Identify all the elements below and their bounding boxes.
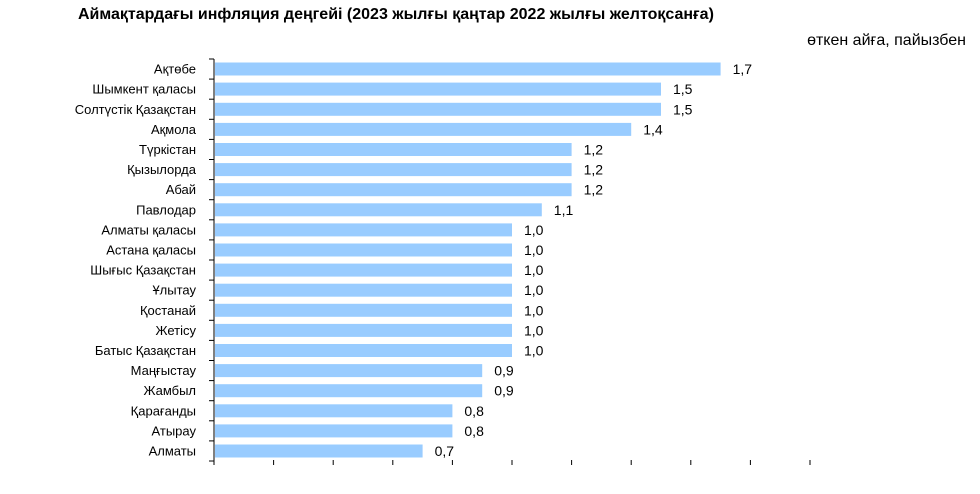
bar [215, 102, 661, 116]
category-label: Астана қаласы [106, 243, 196, 258]
value-label: 1,0 [524, 343, 544, 359]
bar [215, 323, 512, 337]
category-label: Солтүстік Қазақстан [75, 102, 196, 117]
value-label: 1,2 [584, 182, 604, 198]
category-label: Шымкент қаласы [92, 82, 196, 97]
bar [215, 62, 721, 76]
bar [215, 303, 512, 317]
category-label: Түркістан [139, 142, 196, 157]
bar [215, 122, 632, 136]
category-label: Маңғыстау [131, 363, 197, 378]
chart-subtitle: өткен айға, пайызбен [807, 32, 966, 49]
category-label: Павлодар [136, 202, 196, 217]
value-label: 0,7 [435, 443, 455, 459]
value-label: 1,7 [733, 61, 753, 77]
bar [215, 203, 542, 217]
value-label: 0,9 [494, 383, 514, 399]
value-label: 1,0 [524, 282, 544, 298]
bar [215, 143, 572, 156]
bar [215, 404, 453, 418]
bar [215, 344, 512, 357]
bar [215, 163, 572, 177]
category-label: Қарағанды [131, 403, 196, 418]
category-label: Қостанай [140, 303, 196, 318]
category-label: Қызылорда [127, 162, 197, 177]
bar [215, 82, 661, 96]
value-label: 1,5 [673, 81, 693, 97]
value-label: 1,1 [554, 202, 574, 218]
value-label: 1,2 [584, 162, 604, 178]
bar [215, 364, 483, 378]
category-label: Атырау [152, 423, 197, 438]
bar [215, 263, 512, 277]
value-label: 0,8 [464, 403, 484, 419]
category-label: Ақмола [151, 122, 197, 137]
value-label: 0,9 [494, 363, 514, 379]
bar [215, 243, 512, 257]
value-label: 1,0 [524, 262, 544, 278]
category-label: Ақтөбе [154, 62, 196, 77]
bar [215, 384, 483, 398]
value-label: 1,2 [584, 142, 604, 158]
value-label: 0,8 [464, 423, 484, 439]
bar [215, 424, 453, 438]
bar [215, 183, 572, 197]
value-label: 1,0 [524, 242, 544, 258]
category-label: Алматы қаласы [101, 222, 196, 237]
category-label: Жамбыл [143, 383, 196, 398]
bar [215, 223, 512, 237]
bar [215, 283, 512, 297]
value-label: 1,0 [524, 322, 544, 338]
category-label: Алматы [149, 444, 196, 459]
value-label: 1,4 [643, 121, 663, 137]
category-label: Шығыс Қазақстан [90, 263, 196, 278]
chart-title: Аймақтардағы инфляция деңгейі (2023 жылғ… [78, 6, 714, 23]
bar [215, 444, 423, 458]
category-label: Батыс Қазақстан [95, 343, 196, 358]
value-label: 1,0 [524, 222, 544, 238]
category-label: Абай [166, 182, 196, 197]
category-label: Ұлытау [152, 283, 196, 298]
value-label: 1,0 [524, 302, 544, 318]
category-label: Жетісу [156, 323, 197, 338]
value-label: 1,5 [673, 101, 693, 117]
